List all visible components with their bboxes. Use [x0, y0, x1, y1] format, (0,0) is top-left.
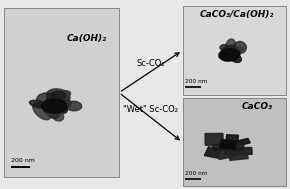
- Ellipse shape: [224, 45, 237, 58]
- Ellipse shape: [43, 102, 64, 115]
- Text: Sc-CO₂: Sc-CO₂: [137, 59, 165, 68]
- Ellipse shape: [48, 91, 70, 101]
- Ellipse shape: [52, 111, 64, 121]
- Polygon shape: [229, 151, 248, 160]
- Text: Ca(OH)₂: Ca(OH)₂: [67, 34, 107, 43]
- Bar: [3, 8, 119, 177]
- Ellipse shape: [45, 96, 66, 112]
- Polygon shape: [224, 142, 244, 155]
- Ellipse shape: [225, 39, 235, 53]
- Ellipse shape: [46, 98, 71, 111]
- Ellipse shape: [219, 51, 239, 58]
- Ellipse shape: [221, 46, 237, 60]
- Bar: [182, 6, 287, 94]
- Polygon shape: [237, 138, 250, 146]
- Ellipse shape: [48, 98, 64, 116]
- Ellipse shape: [54, 94, 70, 102]
- Ellipse shape: [51, 91, 66, 99]
- Ellipse shape: [221, 50, 238, 59]
- Ellipse shape: [49, 101, 68, 113]
- Text: 200 nm: 200 nm: [11, 158, 35, 163]
- Text: 200 nm: 200 nm: [185, 170, 208, 176]
- Ellipse shape: [42, 99, 67, 113]
- Ellipse shape: [233, 41, 246, 53]
- Text: CaCO₃: CaCO₃: [242, 102, 273, 111]
- Ellipse shape: [66, 101, 82, 111]
- Bar: [182, 98, 287, 186]
- Ellipse shape: [30, 100, 49, 108]
- Text: "Wet" Sc-CO₂: "Wet" Sc-CO₂: [123, 105, 178, 114]
- Ellipse shape: [228, 53, 241, 62]
- Polygon shape: [220, 139, 237, 149]
- Ellipse shape: [33, 102, 51, 120]
- Ellipse shape: [226, 47, 243, 55]
- Polygon shape: [215, 148, 237, 160]
- Polygon shape: [212, 143, 228, 152]
- Ellipse shape: [37, 93, 57, 108]
- Ellipse shape: [221, 48, 239, 60]
- Polygon shape: [205, 133, 223, 145]
- Ellipse shape: [219, 49, 239, 61]
- Ellipse shape: [221, 48, 239, 61]
- Text: 200 nm: 200 nm: [185, 79, 208, 84]
- Polygon shape: [204, 147, 222, 158]
- Text: CaCO₃/Ca(OH)₂: CaCO₃/Ca(OH)₂: [199, 10, 274, 19]
- Ellipse shape: [225, 50, 240, 60]
- Polygon shape: [235, 147, 252, 155]
- Ellipse shape: [220, 45, 229, 50]
- Ellipse shape: [219, 50, 240, 60]
- Ellipse shape: [46, 89, 69, 102]
- Ellipse shape: [42, 100, 61, 112]
- Ellipse shape: [45, 101, 60, 119]
- Ellipse shape: [223, 51, 236, 58]
- Polygon shape: [226, 135, 238, 141]
